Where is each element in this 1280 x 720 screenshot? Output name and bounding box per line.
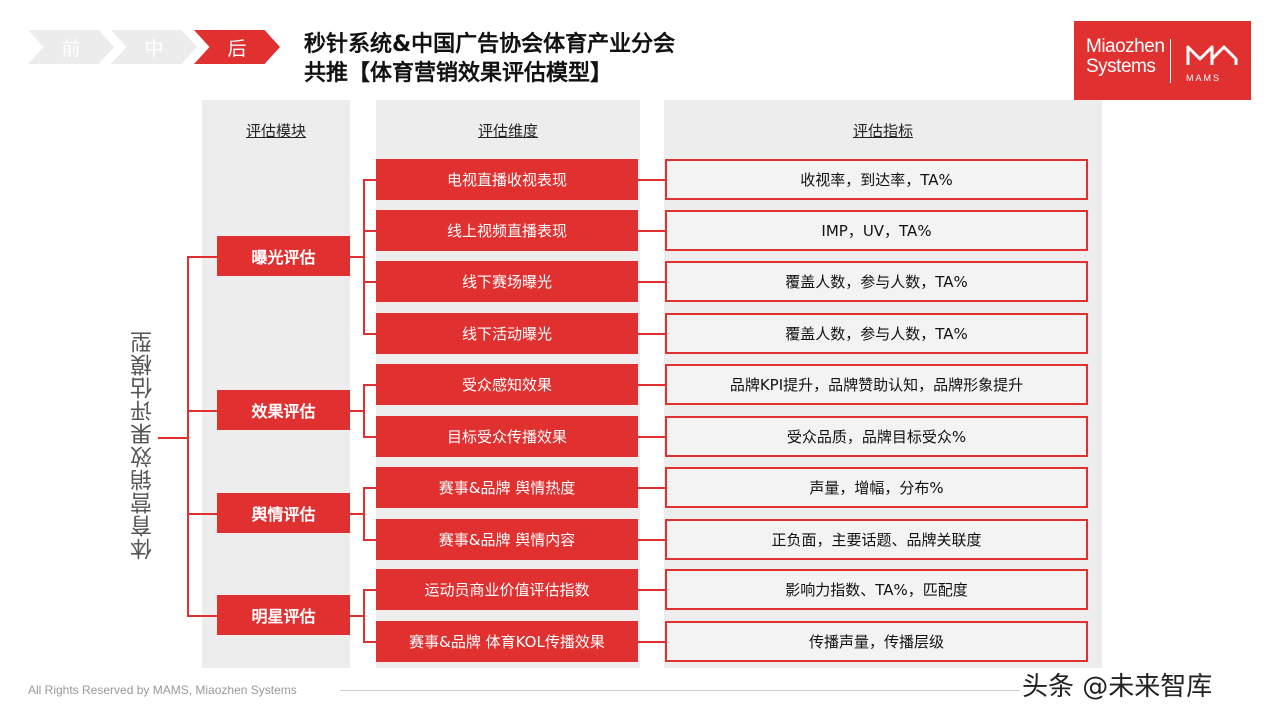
connector (363, 179, 365, 334)
module-exposure: 曝光评估 (217, 236, 350, 276)
connector (638, 230, 665, 232)
stage-during: 中 (111, 30, 197, 64)
dimension-box: 运动员商业价值评估指数 (376, 569, 638, 610)
connector (363, 384, 376, 386)
connector (638, 179, 665, 181)
connector (638, 281, 665, 283)
copyright-footer: All Rights Reserved by MAMS, Miaozhen Sy… (28, 683, 297, 697)
connector (363, 487, 365, 540)
connector (363, 589, 376, 591)
connector (363, 539, 376, 541)
stage-label: 中 (144, 37, 164, 60)
indicator-box: 品牌KPI提升，品牌赞助认知，品牌形象提升 (665, 364, 1088, 405)
stage-label: 后 (227, 37, 247, 60)
module-effect: 效果评估 (217, 390, 350, 430)
indicator-box: 收视率，到达率，TA% (665, 159, 1088, 200)
indicator-box: 影响力指数、TA%，匹配度 (665, 569, 1088, 610)
logo-brand-line-1: Miaozhen (1086, 36, 1165, 57)
connector (363, 641, 376, 643)
mams-logo-icon (1186, 45, 1238, 65)
model-title: 体育营销效果评估模型 (131, 330, 156, 560)
connector (187, 410, 217, 412)
page-title: 秒针系统&中国广告协会体育产业分会 共推【体育营销效果评估模型】 (304, 30, 675, 88)
indicator-box: 声量，增幅，分布% (665, 467, 1088, 508)
connector (187, 256, 217, 258)
connector (638, 641, 665, 643)
stage-before: 前 (28, 30, 114, 64)
connector (363, 589, 365, 642)
indicator-box: IMP，UV，TA% (665, 210, 1088, 251)
stage-after: 后 (194, 30, 280, 64)
dimension-box: 赛事&品牌 舆情热度 (376, 467, 638, 508)
indicator-box: 受众品质，品牌目标受众% (665, 416, 1088, 457)
logo-mams-text: MAMS (1186, 73, 1221, 83)
connector (638, 333, 665, 335)
dimension-box: 线上视频直播表现 (376, 210, 638, 251)
dimension-box: 赛事&品牌 舆情内容 (376, 519, 638, 560)
logo-brand-line-2: Systems (1086, 56, 1156, 77)
indicator-box: 覆盖人数，参与人数，TA% (665, 313, 1088, 354)
connector (638, 384, 665, 386)
header-indicator: 评估指标 (852, 122, 913, 140)
connector (350, 410, 364, 412)
connector (350, 256, 364, 258)
dimension-box: 电视直播收视表现 (376, 159, 638, 200)
connector (638, 487, 665, 489)
connector (363, 436, 376, 438)
connector (363, 487, 376, 489)
dimension-box: 赛事&品牌 体育KOL传播效果 (376, 621, 638, 662)
logo-wordmark: Miaozhen Systems (1086, 36, 1165, 77)
dimension-box: 目标受众传播效果 (376, 416, 638, 457)
connector (363, 384, 365, 437)
footer-divider (340, 690, 1020, 691)
indicator-box: 传播声量，传播层级 (665, 621, 1088, 662)
connector (187, 513, 217, 515)
connector (638, 589, 665, 591)
dimension-box: 受众感知效果 (376, 364, 638, 405)
connector (363, 230, 376, 232)
connector (638, 436, 665, 438)
module-panel (202, 100, 350, 668)
connector (187, 256, 189, 616)
logo-divider (1170, 39, 1171, 83)
connector (158, 437, 188, 439)
connector (363, 333, 376, 335)
dimension-box: 线下活动曝光 (376, 313, 638, 354)
title-line-1: 秒针系统&中国广告协会体育产业分会 (304, 32, 676, 57)
connector (363, 179, 376, 181)
indicator-box: 覆盖人数，参与人数，TA% (665, 261, 1088, 302)
header-dimension: 评估维度 (477, 122, 538, 140)
module-sentiment: 舆情评估 (217, 493, 350, 533)
header-module: 评估模块 (245, 122, 306, 140)
stage-label: 前 (61, 37, 81, 60)
watermark: 头条 @未来智库 (1022, 672, 1213, 702)
connector (350, 513, 364, 515)
connector (187, 615, 217, 617)
company-logo: Miaozhen Systems MAMS (1074, 21, 1251, 100)
connector (350, 615, 364, 617)
dimension-box: 线下赛场曝光 (376, 261, 638, 302)
title-line-2: 共推【体育营销效果评估模型】 (304, 61, 613, 86)
connector (638, 539, 665, 541)
indicator-box: 正负面，主要话题、品牌关联度 (665, 519, 1088, 560)
connector (363, 281, 376, 283)
module-star: 明星评估 (217, 595, 350, 635)
